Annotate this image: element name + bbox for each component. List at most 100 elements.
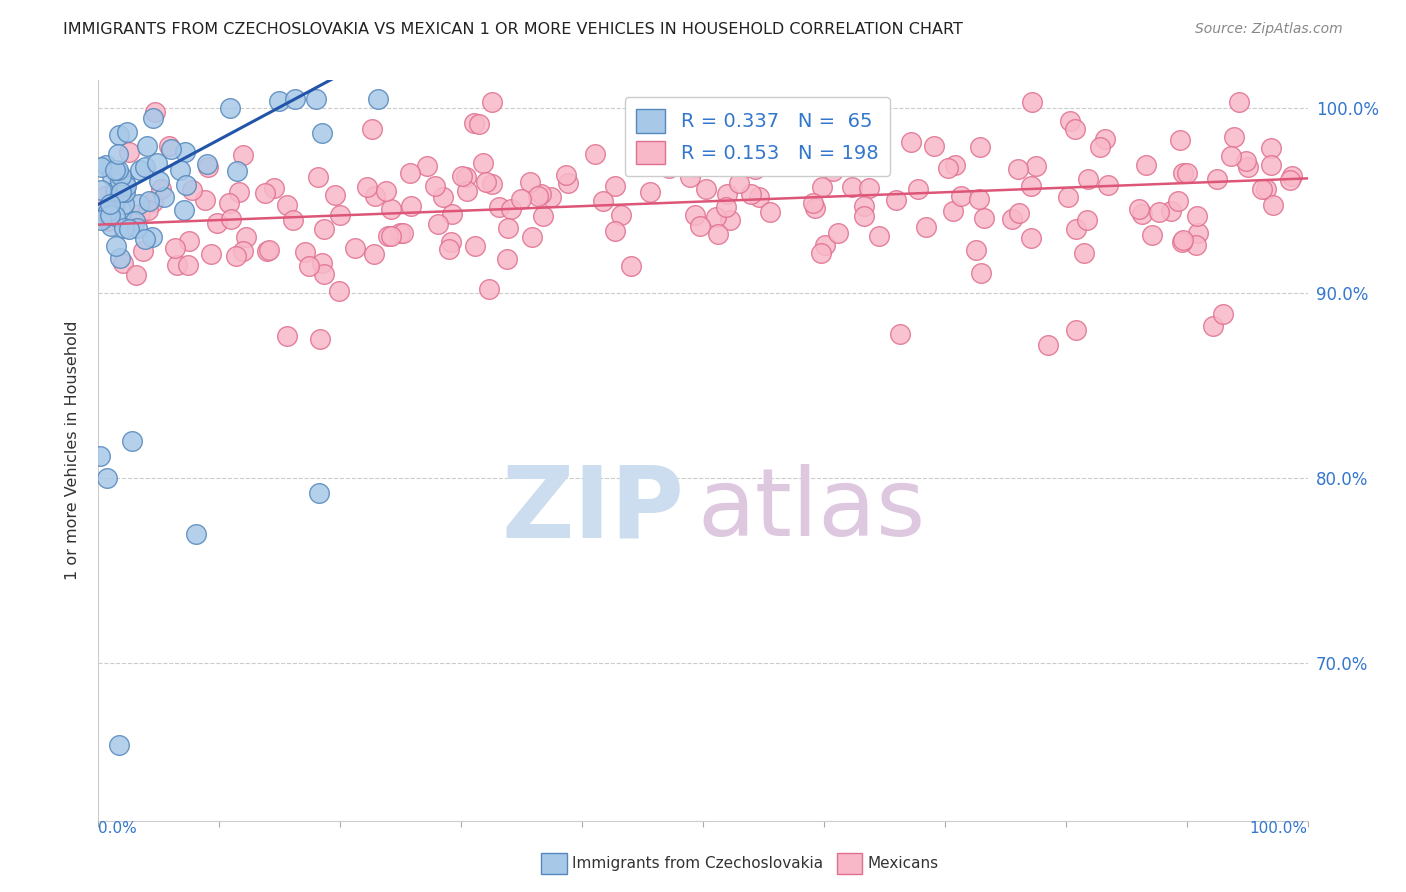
Point (914, 220, 936, 235)
Point (308, 486, 330, 500)
Point (499, 202, 522, 217)
Point (949, 189, 972, 203)
Point (907, 182, 929, 196)
Point (686, 160, 709, 174)
Point (471, 155, 494, 169)
Point (583, 147, 606, 161)
Point (1059, 114, 1081, 128)
Point (110, 251, 132, 265)
Point (125, 268, 148, 282)
Point (284, 92, 307, 106)
Point (811, 180, 834, 194)
Point (1149, 204, 1171, 219)
Point (1036, 338, 1059, 352)
Point (177, 258, 200, 272)
Point (658, 161, 681, 175)
Point (1160, 203, 1182, 218)
Text: 0.0%: 0.0% (98, 821, 138, 836)
Point (1140, 228, 1163, 243)
Text: Mexicans: Mexicans (868, 856, 939, 871)
Point (177, 234, 200, 248)
Point (218, 101, 240, 115)
Point (530, 186, 553, 201)
Point (748, 190, 770, 204)
Point (858, 180, 880, 194)
Point (1263, 198, 1285, 212)
Point (1130, 207, 1153, 221)
Point (94, 189, 117, 203)
Point (312, 221, 335, 235)
Point (973, 211, 995, 226)
Legend: R = 0.337   N =  65, R = 0.153   N = 198: R = 0.337 N = 65, R = 0.153 N = 198 (624, 97, 890, 176)
Point (104, 239, 127, 253)
Point (101, 169, 124, 183)
Point (827, 226, 849, 240)
Point (112, 256, 135, 270)
Point (96, 471, 118, 485)
Point (200, 247, 222, 261)
Point (136, 139, 159, 153)
Point (1279, 173, 1302, 187)
Point (392, 226, 415, 240)
Point (141, 230, 163, 244)
Point (89, 449, 111, 463)
Point (118, 145, 141, 159)
Point (425, 179, 447, 194)
Point (107, 146, 129, 161)
Point (509, 192, 531, 206)
Point (1064, 323, 1087, 337)
Point (1254, 182, 1277, 196)
Point (197, 161, 219, 175)
Point (90, 213, 112, 227)
Point (356, 180, 378, 194)
Point (498, 221, 520, 235)
Point (965, 243, 987, 257)
Point (520, 230, 543, 244)
Point (695, 182, 717, 196)
Point (107, 193, 129, 207)
Point (702, 152, 724, 166)
Point (169, 162, 191, 177)
Point (943, 158, 966, 172)
Point (1281, 169, 1303, 183)
Point (721, 116, 744, 130)
Point (121, 434, 143, 449)
Point (735, 160, 758, 174)
Point (463, 116, 485, 130)
Point (969, 139, 991, 153)
Point (1135, 158, 1157, 172)
Point (118, 222, 141, 236)
Point (856, 151, 879, 165)
Point (451, 169, 474, 183)
Y-axis label: 1 or more Vehicles in Household: 1 or more Vehicles in Household (65, 321, 80, 580)
Point (852, 209, 875, 223)
Point (1007, 161, 1029, 176)
Point (1167, 194, 1189, 209)
Point (148, 174, 170, 188)
Point (1185, 237, 1208, 252)
Point (256, 244, 278, 259)
Point (531, 210, 554, 224)
Point (1076, 171, 1098, 186)
Point (1205, 171, 1227, 186)
Point (464, 239, 486, 253)
Point (307, 169, 329, 184)
Point (195, 157, 218, 171)
Point (136, 202, 159, 217)
Point (1175, 166, 1198, 180)
Point (325, 187, 347, 202)
Point (100, 219, 122, 234)
Point (852, 144, 875, 158)
Text: ZIP: ZIP (502, 461, 685, 558)
Point (377, 229, 399, 244)
Point (519, 175, 541, 189)
Point (481, 95, 503, 110)
Text: 100.0%: 100.0% (1250, 821, 1308, 836)
Point (1260, 141, 1282, 155)
Point (129, 207, 152, 221)
Point (886, 193, 908, 207)
Point (328, 285, 350, 299)
Point (166, 258, 188, 272)
Point (1073, 245, 1095, 260)
Point (481, 177, 503, 191)
